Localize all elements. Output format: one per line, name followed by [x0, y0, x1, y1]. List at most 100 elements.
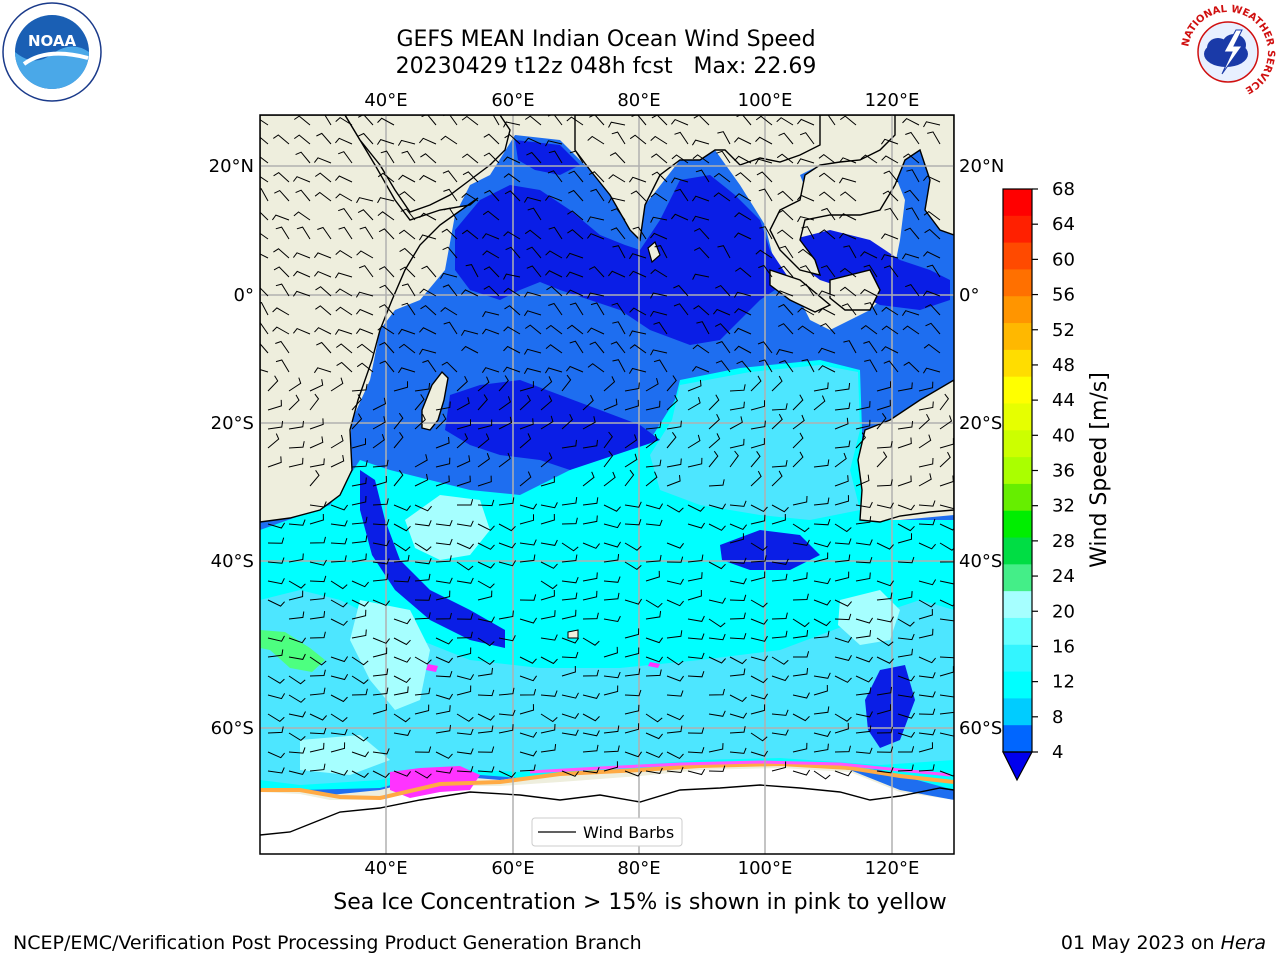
wind-barb [687, 379, 702, 392]
wind-barb [918, 729, 936, 736]
wind-barb [818, 172, 836, 183]
wind-barb [379, 360, 395, 373]
wind-barb [813, 630, 830, 639]
wind-barb [372, 647, 388, 658]
map-frame [259, 114, 955, 855]
wind-barb [818, 307, 836, 316]
wind-barb [477, 590, 493, 601]
wind-barb [653, 359, 668, 373]
wind-barb [855, 419, 871, 430]
wind-barb [260, 176, 269, 183]
wind-barb [918, 381, 934, 392]
wind-barb [624, 542, 642, 551]
wind-barb [713, 192, 731, 202]
wind-barb [456, 561, 474, 571]
wind-barb [358, 132, 374, 145]
wind-barb [561, 609, 577, 620]
wind-barb [456, 455, 471, 468]
colorbar-tick-label: 68 [1052, 179, 1075, 200]
wind-barb [608, 197, 626, 204]
wind-barb [876, 502, 894, 509]
wind-barb [393, 656, 411, 663]
wind-barb [267, 599, 285, 607]
wind-barb [477, 419, 493, 430]
wind-barb [624, 453, 638, 468]
lat-label-right-0: 0° [959, 285, 979, 306]
wind-barb [777, 323, 794, 335]
wind-barb [418, 348, 437, 355]
wind-barb [260, 156, 269, 164]
wind-barb [338, 207, 353, 221]
wind-barb [330, 729, 348, 736]
wind-barb [461, 229, 479, 240]
wind-barb [330, 694, 348, 703]
wind-barb [309, 669, 326, 677]
wind-barb [883, 360, 899, 373]
wind-barb [650, 232, 668, 240]
wind-barb [377, 172, 395, 183]
wind-barb [267, 635, 285, 642]
wind-barb [666, 420, 682, 430]
wind-barb [624, 628, 640, 639]
wind-barb [561, 770, 579, 777]
sumatra [769, 269, 832, 313]
lon-label-bottom-100e: 100°E [738, 858, 793, 879]
wind-barb [260, 119, 269, 126]
wind-barb [729, 384, 746, 392]
wind-barb [484, 189, 500, 202]
wind-barb [918, 473, 932, 487]
wind-barb [841, 303, 857, 316]
wind-barb [821, 115, 836, 126]
wind-barb [603, 725, 620, 734]
wind-barb [839, 213, 857, 221]
wind-barb [800, 283, 815, 297]
wind-barb [414, 394, 425, 411]
wind-barb [456, 419, 471, 430]
wind-barb [610, 208, 626, 221]
colorbar-tick-label: 40 [1052, 425, 1075, 446]
wind-barb [729, 712, 748, 719]
wind-barb [401, 150, 416, 164]
wind-barb [834, 713, 852, 722]
wind-barb [792, 769, 811, 776]
wind-barb [414, 413, 426, 430]
wind-barb [939, 451, 951, 468]
wind-barb [288, 441, 305, 449]
wind-barb [267, 537, 285, 544]
legend-label: Wind Barbs [583, 823, 674, 842]
wind-barb [834, 554, 851, 563]
colorbar: 68 64 60 56 52 48 44 40 36 32 28 24 20 16 12 8 4 Wind Sp… [1002, 179, 1112, 782]
wind-barb [813, 541, 832, 548]
wind-barb [708, 561, 726, 570]
wind-barb [776, 153, 794, 164]
wind-barb [483, 152, 500, 164]
wind-barb [582, 542, 600, 549]
wind-barb [414, 520, 432, 527]
wind-barb [456, 475, 471, 487]
wind-barb [414, 558, 432, 565]
wind-barb [645, 656, 664, 663]
wind-barb [645, 669, 662, 677]
colorbar-tick-label: 8 [1052, 707, 1063, 728]
wind-barb [461, 289, 479, 297]
wind-barb [456, 685, 472, 696]
wind-barb [293, 327, 311, 335]
wind-barb [855, 687, 872, 696]
wind-barb [435, 577, 453, 584]
wind-barb [544, 367, 563, 374]
wind-barb [456, 542, 474, 550]
wind-barb [315, 286, 332, 297]
wind-barb [540, 744, 557, 753]
wind-barb [582, 416, 596, 430]
wind-barb [372, 475, 387, 487]
wind-barbs-legend: Wind Barbs [531, 817, 683, 847]
wind-barb [793, 651, 810, 658]
wind-barb [503, 326, 521, 335]
wind-barb [645, 400, 661, 411]
wind-region-pale-cyan-4 [300, 735, 390, 775]
wind-barb [771, 573, 788, 582]
wind-barb [918, 457, 934, 468]
wind-barb [462, 171, 479, 183]
wind-barb [443, 321, 458, 335]
wind-barb [414, 594, 432, 601]
